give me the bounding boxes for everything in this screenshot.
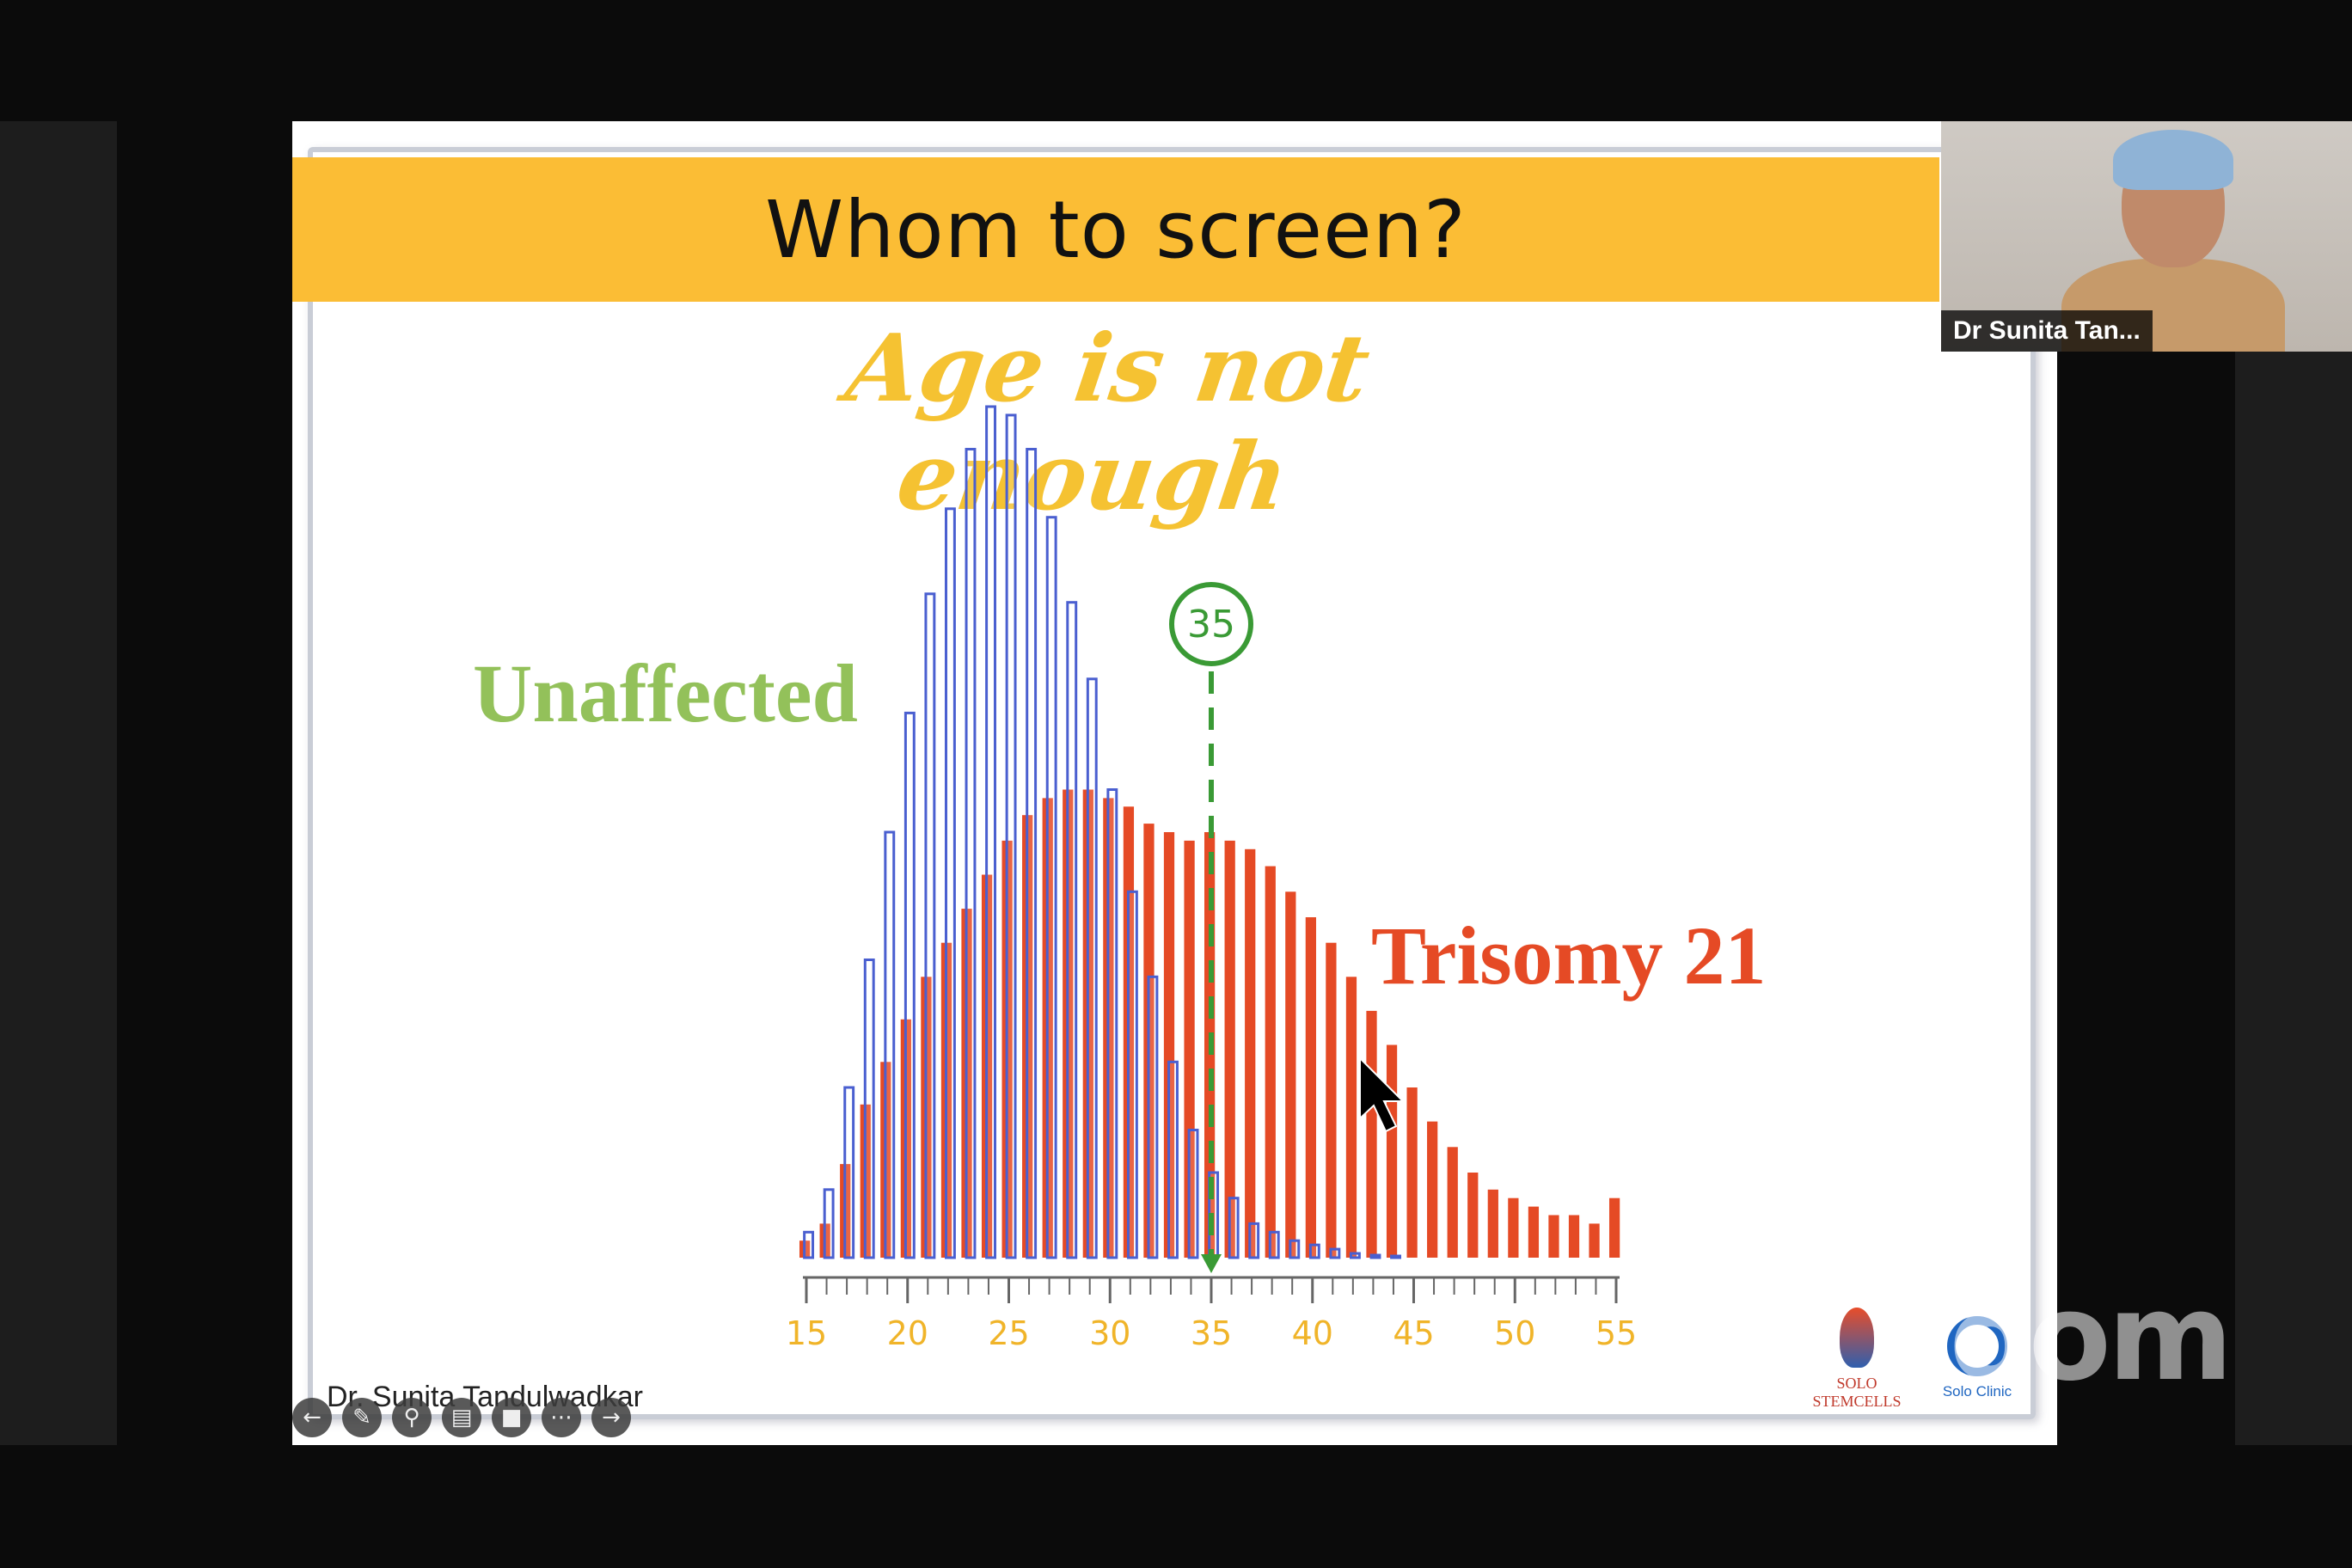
marker-circle <box>1169 582 1253 666</box>
unaffected-bar <box>1369 1253 1381 1259</box>
trisomy-bar <box>1427 1121 1438 1258</box>
x-tick-label: 15 <box>786 1314 827 1352</box>
captions-icon[interactable]: ▤ <box>442 1398 481 1437</box>
participant-video-tile[interactable]: Dr Sunita Tan... <box>1941 121 2352 352</box>
unaffected-bar <box>843 1086 855 1259</box>
x-tick-label: 20 <box>887 1314 928 1352</box>
trisomy-bar <box>1508 1197 1519 1258</box>
surgical-cap <box>2113 130 2233 190</box>
x-tick-label: 55 <box>1596 1314 1637 1352</box>
trisomy-bar <box>1386 1044 1398 1258</box>
unaffected-bar <box>1086 677 1098 1259</box>
trisomy-bar <box>1184 840 1195 1258</box>
solo-clinic-logo: Solo Clinic <box>1930 1316 2024 1400</box>
solo-stemcells-text: SOLO STEMCELLS <box>1812 1375 1902 1410</box>
unaffected-bar <box>944 507 956 1259</box>
trisomy-bar <box>1345 977 1357 1258</box>
trisomy-bar <box>1528 1206 1540 1258</box>
unaffected-bar <box>1026 448 1038 1259</box>
unaffected-bar <box>1045 516 1057 1259</box>
marker-arrow <box>1201 1254 1222 1273</box>
unaffected-bar <box>924 592 936 1259</box>
unaffected-bar <box>985 405 996 1259</box>
unaffected-bar <box>1126 890 1138 1259</box>
trisomy-bar <box>1245 848 1256 1258</box>
video-icon[interactable]: ■ <box>492 1398 531 1437</box>
more-icon[interactable]: ⋯ <box>542 1398 581 1437</box>
unaffected-bar <box>1228 1197 1240 1259</box>
trisomy-bar <box>1285 891 1296 1258</box>
unaffected-bar <box>863 959 875 1259</box>
unaffected-bars-group <box>803 405 1401 1259</box>
forward-icon[interactable]: → <box>591 1398 631 1437</box>
trisomy-bar <box>1589 1223 1600 1258</box>
solo-clinic-text: Solo Clinic <box>1942 1383 2012 1400</box>
trisomy-label: Trisomy 21 <box>1371 910 1767 1001</box>
ring-icon <box>1947 1316 2007 1376</box>
left-gutter <box>0 121 117 1445</box>
trisomy-bar <box>1467 1173 1479 1258</box>
solo-stemcells-logo: SOLO STEMCELLS <box>1792 1308 1921 1411</box>
slide-frame <box>308 147 2036 1419</box>
x-axis: 15 20 25 30 35 40 45 50 55 <box>786 1276 1637 1352</box>
unaffected-bar <box>1005 413 1017 1259</box>
pen-icon[interactable]: ✎ <box>342 1398 382 1437</box>
participant-name-tag: Dr Sunita Tan... <box>1941 310 2153 352</box>
sponsor-logos: SOLO STEMCELLS Solo Clinic <box>1792 1308 2050 1436</box>
trisomy-bar <box>1487 1189 1498 1258</box>
unaffected-bar <box>1147 975 1159 1259</box>
trisomy-bar <box>1265 866 1276 1258</box>
x-tick-label: 25 <box>988 1314 1029 1352</box>
marker-35: 35 <box>1169 582 1406 1273</box>
unaffected-bar <box>884 830 896 1259</box>
trisomy-bar <box>1568 1215 1580 1258</box>
presentation-slide: Whom to screen? Age is not enough 15 20 25… <box>292 121 2057 1445</box>
trisomy-bar <box>1163 832 1175 1258</box>
trisomy-bar <box>1447 1147 1458 1258</box>
unaffected-bar <box>823 1188 835 1259</box>
unaffected-bar <box>1390 1254 1401 1259</box>
unaffected-bar <box>1187 1129 1199 1259</box>
trisomy-bar <box>1548 1215 1559 1258</box>
title-bar: Whom to screen? <box>292 157 1939 302</box>
trisomy-bar <box>1366 1010 1377 1258</box>
slide-title: Whom to screen? <box>765 183 1467 276</box>
trisomy-bar <box>1224 840 1235 1258</box>
x-tick-label: 40 <box>1292 1314 1333 1352</box>
x-tick-label: 50 <box>1494 1314 1535 1352</box>
unaffected-bar <box>1248 1222 1260 1259</box>
x-tick-label: 35 <box>1191 1314 1232 1352</box>
age-distribution-chart: 15 20 25 30 35 40 45 50 55 35 <box>786 405 1637 1352</box>
unaffected-bar <box>1106 788 1118 1259</box>
unaffected-bar <box>1308 1243 1320 1259</box>
unaffected-bar <box>1289 1239 1301 1259</box>
slideshow-toolbar: ← ✎ ⚲ ▤ ■ ⋯ → <box>292 1392 631 1443</box>
trisomy-bar <box>1305 917 1316 1258</box>
mouse-cursor-icon <box>1359 1056 1406 1133</box>
trisomy-bar <box>1406 1087 1418 1258</box>
unaffected-bar <box>1349 1252 1361 1259</box>
unaffected-bar <box>1268 1230 1280 1259</box>
trisomy-bar <box>1326 942 1337 1258</box>
marker-label: 35 <box>1187 603 1235 646</box>
zoom-icon[interactable]: ⚲ <box>392 1398 432 1437</box>
unaffected-bar <box>1329 1247 1341 1259</box>
trisomy-bar <box>1608 1197 1620 1258</box>
unaffected-bar <box>965 448 977 1259</box>
zoom-watermark: zoom <box>1883 1268 2233 1408</box>
flame-icon <box>1840 1308 1874 1368</box>
x-tick-label: 30 <box>1089 1314 1130 1352</box>
unaffected-bar <box>803 1230 815 1259</box>
unaffected-label: Unaffected <box>473 647 858 739</box>
unaffected-bar <box>1167 1060 1179 1259</box>
unaffected-bar <box>903 711 916 1259</box>
x-tick-label: 45 <box>1393 1314 1434 1352</box>
back-icon[interactable]: ← <box>292 1398 332 1437</box>
unaffected-bar <box>1066 601 1078 1259</box>
